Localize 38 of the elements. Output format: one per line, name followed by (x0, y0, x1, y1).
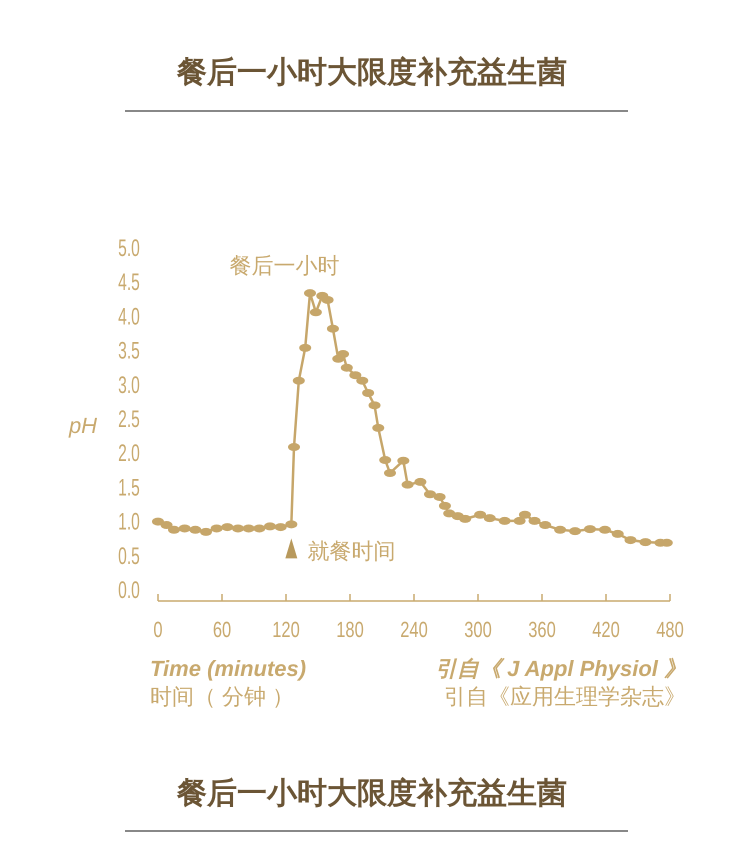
x-tick-label: 300 (464, 618, 492, 643)
x-tick-label: 120 (272, 618, 300, 643)
point (264, 522, 276, 530)
point (584, 525, 596, 534)
y-tick-label: 4.5 (118, 270, 140, 296)
point (384, 469, 396, 478)
y-axis-title: pH (68, 413, 98, 438)
point (288, 443, 300, 452)
x-tick-label: 360 (528, 618, 556, 643)
y-tick-label: 5.0 (118, 236, 140, 262)
y-tick-label: 2.0 (118, 441, 140, 468)
x-tick-label: 180 (336, 618, 364, 643)
x-axis-title: Time (minutes) 时间（ 分钟 ） (150, 656, 306, 709)
x-tick-label: 0 (153, 618, 163, 643)
point (200, 528, 212, 536)
y-tick-label: 4.0 (118, 304, 140, 330)
y-tick-label: 1.5 (118, 475, 140, 502)
chart-title: 餐后一小时大限度补充益生菌 (176, 55, 567, 90)
text: 引自《应用生理学杂志》 (444, 684, 686, 709)
y-tick-label: 0.0 (118, 578, 140, 604)
y-tick-label: 3.5 (118, 338, 140, 365)
point (168, 526, 180, 534)
x-tick-label: 480 (656, 618, 684, 643)
y-tick-label: 0.5 (118, 544, 140, 570)
point (152, 518, 164, 526)
x-tick-label: 60 (212, 618, 232, 643)
annotation: 就餐时间 (307, 538, 396, 564)
text: 引自《 J Appl Physiol 》 (435, 656, 686, 681)
y-tick-label: 1.0 (118, 509, 140, 536)
x-tick-label: 240 (400, 618, 428, 643)
text: 餐后一小时大限度补充益生菌 (176, 776, 567, 811)
y-tick-label: 3.0 (118, 372, 140, 399)
x-tick-label: 420 (592, 618, 620, 643)
point (232, 524, 244, 532)
annotation: 餐后一小时 (229, 253, 340, 278)
point (304, 289, 316, 298)
point (424, 490, 436, 498)
y-tick-label: 2.5 (118, 406, 140, 433)
